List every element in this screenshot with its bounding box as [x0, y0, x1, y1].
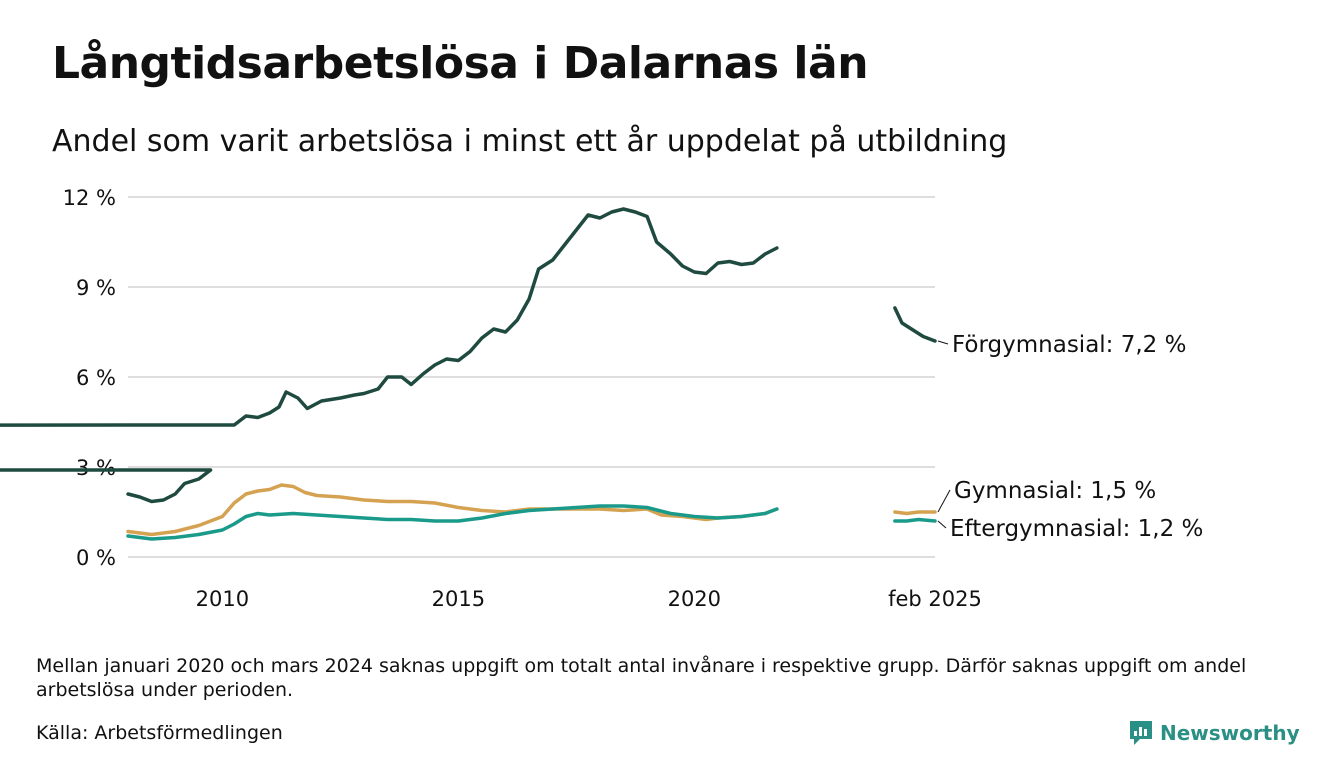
series-end-label: Förgymnasial: 7,2 % — [952, 332, 1186, 358]
y-tick-label: 9 % — [76, 276, 116, 300]
chart-subtitle: Andel som varit arbetslösa i minst ett å… — [52, 124, 1008, 159]
chart-title: Långtidsarbetslösa i Dalarnas län — [52, 38, 869, 89]
series-end-label: Gymnasial: 1,5 % — [954, 478, 1156, 504]
x-tick-label: 2010 — [196, 587, 249, 611]
y-tick-label: 6 % — [76, 366, 116, 390]
y-tick-label: 12 % — [63, 186, 116, 210]
series-end-label: Eftergymnasial: 1,2 % — [950, 516, 1203, 542]
footnote: Mellan januari 2020 och mars 2024 saknas… — [36, 655, 1247, 701]
newsworthy-logo-icon — [1130, 721, 1152, 745]
y-tick-label: 3 % — [76, 456, 116, 480]
brand-logo: Newsworthy — [1128, 716, 1300, 750]
series-line-eftergymnasial — [126, 504, 779, 541]
x-tick-label: 2020 — [668, 587, 721, 611]
series-line-eftergymnasial — [893, 517, 937, 523]
series-line-gymnasial — [893, 510, 937, 516]
series-line-förgymnasial — [893, 306, 937, 343]
y-tick-label: 0 % — [76, 546, 116, 570]
source-note: Källa: Arbetsförmedlingen — [36, 722, 283, 744]
brand-name: Newsworthy — [1160, 721, 1300, 745]
x-tick-label: 2015 — [432, 587, 485, 611]
leader-line — [937, 489, 951, 513]
leader-line — [937, 340, 949, 345]
x-tick-label: feb 2025 — [888, 587, 982, 611]
line-chart: 0 % 3 % 6 % 9 % 12 % 2010 2015 2020 feb 2025 Förg… — [0, 186, 1203, 611]
leader-line — [937, 520, 947, 529]
series-line-förgymnasial — [0, 207, 779, 504]
